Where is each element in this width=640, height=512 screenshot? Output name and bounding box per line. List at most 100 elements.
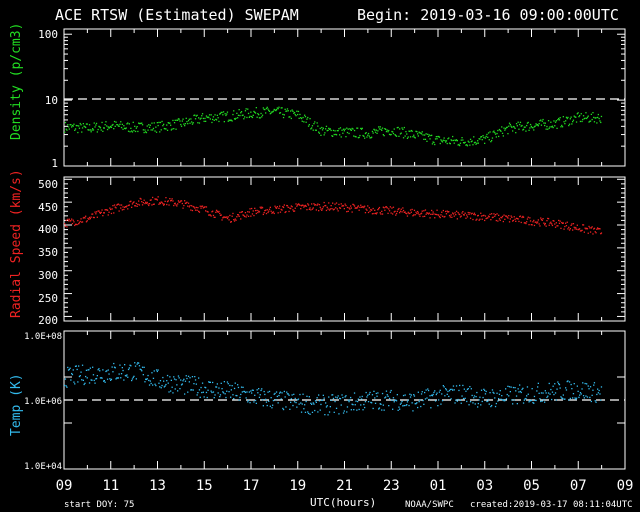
data-point xyxy=(591,118,593,121)
data-point xyxy=(555,222,557,224)
data-point xyxy=(441,393,443,395)
data-point xyxy=(387,395,389,397)
data-point xyxy=(128,123,130,125)
data-point xyxy=(431,395,434,397)
data-point xyxy=(583,397,585,399)
data-point xyxy=(66,386,68,388)
data-point xyxy=(216,210,218,212)
data-point xyxy=(515,217,518,219)
data-point xyxy=(194,207,196,209)
data-point xyxy=(154,130,156,132)
data-point xyxy=(299,393,301,396)
data-point xyxy=(488,403,490,405)
data-point xyxy=(371,130,374,133)
data-point xyxy=(392,131,394,133)
data-point xyxy=(88,382,91,384)
data-point xyxy=(532,221,534,223)
data-point xyxy=(364,205,366,207)
data-point xyxy=(95,124,97,126)
data-point xyxy=(439,142,441,145)
data-point xyxy=(214,114,216,116)
data-point xyxy=(528,224,530,226)
data-point xyxy=(575,228,578,230)
data-point xyxy=(360,127,362,130)
data-point xyxy=(563,398,565,400)
data-point xyxy=(425,213,427,215)
data-point xyxy=(393,401,395,403)
data-point xyxy=(194,209,197,211)
data-point xyxy=(451,216,453,218)
data-point xyxy=(92,374,95,376)
data-point xyxy=(411,402,413,404)
data-point xyxy=(551,223,553,225)
data-point xyxy=(371,394,374,396)
data-point xyxy=(341,205,343,207)
data-point xyxy=(103,127,105,129)
data-point xyxy=(319,206,321,208)
data-point xyxy=(212,391,215,393)
data-point xyxy=(332,209,335,211)
data-point xyxy=(328,209,331,211)
data-point xyxy=(294,113,296,116)
data-point xyxy=(212,118,214,121)
data-point xyxy=(466,145,469,147)
data-point xyxy=(233,118,236,120)
data-point xyxy=(240,211,243,213)
data-point xyxy=(499,129,501,132)
data-point xyxy=(330,129,332,132)
data-point xyxy=(164,200,166,202)
data-point xyxy=(502,399,504,401)
data-point xyxy=(180,125,183,127)
data-point xyxy=(554,392,557,394)
data-point xyxy=(212,116,215,118)
data-point xyxy=(121,367,123,369)
data-point xyxy=(385,390,388,392)
data-point xyxy=(485,135,487,138)
data-point xyxy=(527,216,529,218)
data-point xyxy=(554,121,557,123)
data-point xyxy=(421,210,423,212)
data-point xyxy=(487,132,490,134)
data-point xyxy=(241,391,243,393)
data-point xyxy=(392,213,394,215)
data-point xyxy=(299,113,301,116)
data-point xyxy=(560,396,562,398)
data-point xyxy=(568,399,570,401)
data-point xyxy=(193,206,195,208)
data-point xyxy=(150,199,152,201)
data-point xyxy=(544,224,546,226)
data-point xyxy=(589,386,592,388)
data-point xyxy=(338,413,340,415)
data-point xyxy=(150,129,152,131)
x-tick-label: 23 xyxy=(383,478,400,494)
data-point xyxy=(575,226,577,229)
data-point xyxy=(193,383,195,385)
data-point xyxy=(234,218,236,220)
data-point xyxy=(457,211,459,214)
data-point xyxy=(547,128,549,130)
data-point xyxy=(558,383,560,385)
data-point xyxy=(339,127,342,129)
data-point xyxy=(566,221,568,223)
data-point xyxy=(447,211,449,213)
data-point xyxy=(368,207,370,209)
data-point xyxy=(221,388,223,390)
data-point xyxy=(215,386,218,388)
data-point xyxy=(498,135,500,138)
data-point xyxy=(251,116,254,119)
data-point xyxy=(489,392,491,394)
data-point xyxy=(350,129,352,131)
data-point xyxy=(491,137,494,139)
data-point xyxy=(497,400,499,402)
data-point xyxy=(298,117,300,119)
data-point xyxy=(477,214,479,217)
data-point xyxy=(111,208,113,210)
data-point xyxy=(314,121,316,123)
data-point xyxy=(121,123,123,125)
data-point xyxy=(577,229,579,231)
data-point xyxy=(495,219,497,222)
data-point xyxy=(443,137,445,139)
data-point xyxy=(326,405,328,407)
data-point xyxy=(238,215,240,217)
data-point xyxy=(595,232,597,234)
